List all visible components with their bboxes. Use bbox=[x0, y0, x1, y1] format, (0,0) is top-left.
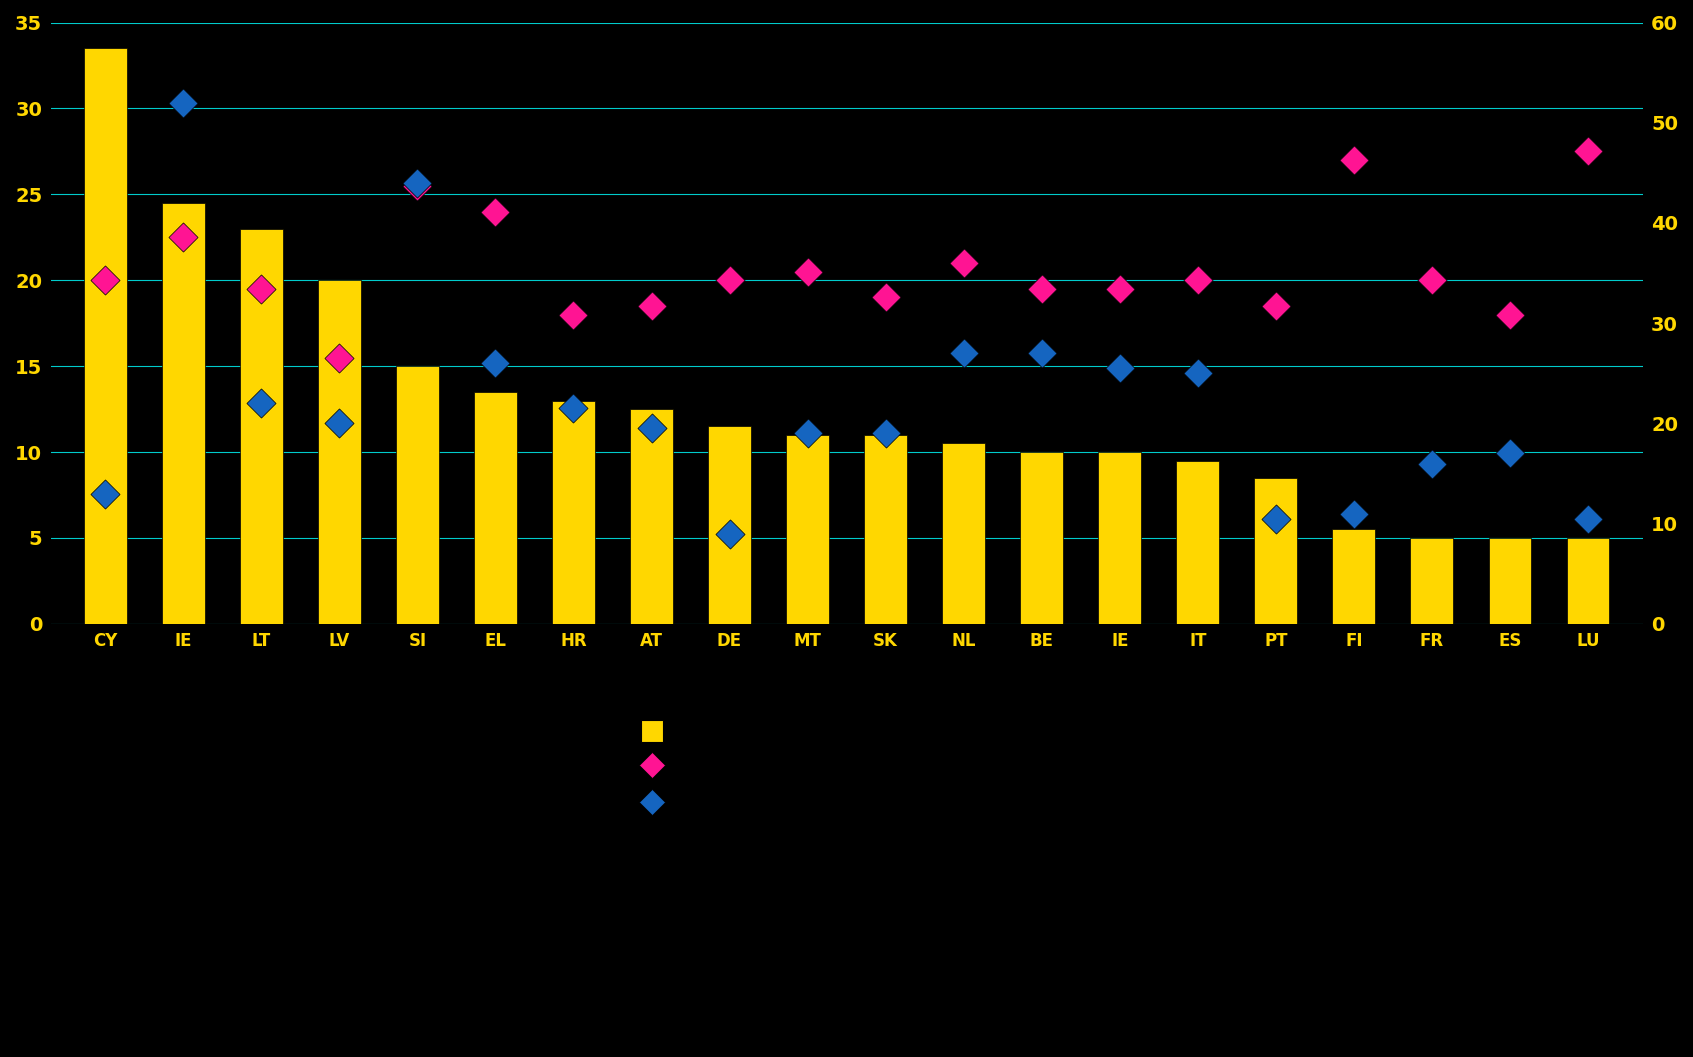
Point bbox=[1106, 280, 1133, 297]
Point bbox=[638, 298, 665, 315]
Bar bbox=[396, 366, 438, 624]
Bar bbox=[83, 49, 127, 624]
Point bbox=[325, 415, 352, 432]
Bar bbox=[1255, 478, 1297, 624]
Point bbox=[1341, 151, 1368, 168]
Bar bbox=[786, 434, 830, 624]
Point bbox=[1497, 445, 1524, 462]
Point bbox=[1341, 505, 1368, 522]
Point bbox=[1028, 280, 1055, 297]
Bar bbox=[1177, 461, 1219, 624]
Point bbox=[872, 425, 899, 442]
Point bbox=[1419, 272, 1446, 289]
Point bbox=[1185, 365, 1212, 382]
Bar bbox=[1021, 452, 1063, 624]
Bar bbox=[163, 203, 205, 624]
Point bbox=[247, 395, 274, 412]
Point bbox=[1263, 298, 1290, 315]
Point bbox=[794, 263, 821, 280]
Bar bbox=[1099, 452, 1141, 624]
Point bbox=[638, 420, 665, 437]
Point bbox=[560, 307, 587, 323]
Point bbox=[169, 94, 196, 111]
Point bbox=[1028, 345, 1055, 361]
Bar bbox=[630, 409, 674, 624]
Point bbox=[1263, 511, 1290, 527]
Point bbox=[91, 272, 119, 289]
Legend: Commercial real estate exposures (% total loans, left hand side), Tier 1 capital: Commercial real estate exposures (% tota… bbox=[631, 711, 1283, 824]
Point bbox=[1106, 359, 1133, 376]
Point bbox=[169, 228, 196, 245]
Point bbox=[483, 203, 510, 220]
Point bbox=[91, 485, 119, 502]
Point bbox=[1574, 143, 1602, 160]
Point bbox=[247, 280, 274, 297]
Point bbox=[872, 289, 899, 305]
Bar bbox=[1410, 538, 1453, 624]
Bar bbox=[708, 426, 752, 624]
Point bbox=[1185, 272, 1212, 289]
Point bbox=[716, 525, 743, 542]
Point bbox=[405, 174, 432, 191]
Bar bbox=[943, 444, 985, 624]
Point bbox=[950, 255, 977, 272]
Bar bbox=[1332, 530, 1375, 624]
Bar bbox=[474, 392, 516, 624]
Bar bbox=[1566, 538, 1610, 624]
Point bbox=[716, 272, 743, 289]
Point bbox=[1497, 307, 1524, 323]
Point bbox=[560, 400, 587, 416]
Bar bbox=[552, 401, 594, 624]
Point bbox=[405, 178, 432, 194]
Bar bbox=[240, 228, 283, 624]
Point bbox=[794, 425, 821, 442]
Point bbox=[1574, 511, 1602, 527]
Point bbox=[483, 355, 510, 372]
Point bbox=[1419, 456, 1446, 472]
Point bbox=[950, 345, 977, 361]
Point bbox=[325, 349, 352, 366]
Bar bbox=[863, 434, 907, 624]
Bar bbox=[318, 280, 361, 624]
Bar bbox=[1488, 538, 1532, 624]
